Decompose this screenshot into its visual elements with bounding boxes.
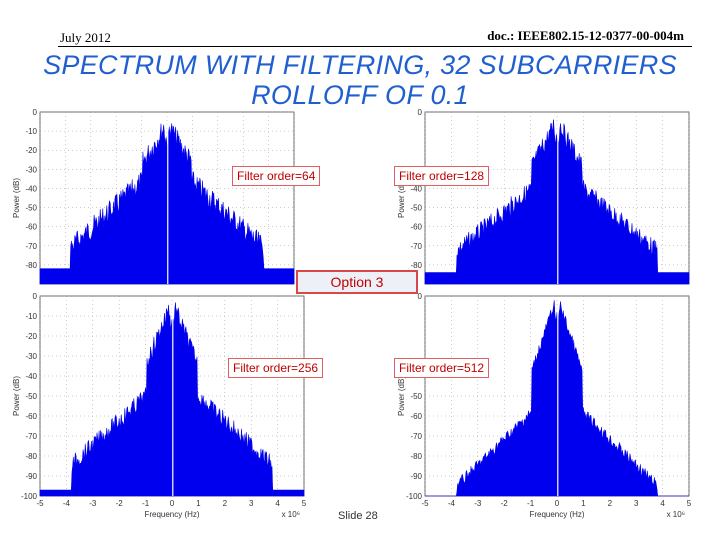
x-tick-label: 3	[634, 499, 639, 508]
slide-title: SPECTRUM WITH FILTERING, 32 SUBCARRIERS …	[0, 50, 720, 110]
title-line-1: SPECTRUM WITH FILTERING, 32 SUBCARRIERS	[43, 50, 677, 80]
y-tick-label: -30	[25, 165, 37, 174]
y-tick-label: -40	[25, 184, 37, 193]
y-tick-label: -100	[21, 492, 38, 501]
y-tick-label: -80	[25, 261, 37, 270]
y-tick-label: -60	[410, 412, 422, 421]
header-rule	[58, 46, 692, 47]
x-tick-label: 3	[249, 499, 254, 508]
x-tick-label: -3	[89, 499, 97, 508]
x-scale-note: x 10⁶	[282, 510, 300, 519]
x-tick-label: -2	[116, 499, 124, 508]
y-tick-label: 0	[418, 292, 423, 301]
x-tick-label: 5	[302, 499, 307, 508]
x-tick-label: 0	[555, 499, 560, 508]
filter-label-256: Filter order=256	[228, 358, 324, 378]
x-tick-label: 2	[223, 499, 228, 508]
y-tick-label: 0	[33, 292, 38, 301]
x-scale-note: x 10⁶	[667, 510, 685, 519]
option-badge: Option 3	[296, 270, 418, 294]
spectrum-plot-order-256: 0 -10 -20 -30 -40 -50 -60 -70 -80 -90 -100 -5 -4 -3 -2…	[10, 292, 310, 520]
y-tick-label: -40	[25, 372, 37, 381]
y-tick-label: -70	[25, 432, 37, 441]
spectrum-plot-order-512: 0 -50 -60 -70 -80 -90 -100 -5 -4 -3 -2 -1 0 1 2 3 4 5 Freq…	[395, 292, 695, 520]
y-tick-label: -100	[406, 492, 423, 501]
x-tick-label: 1	[581, 499, 586, 508]
x-tick-label: 4	[275, 499, 280, 508]
y-tick-label: -70	[410, 432, 422, 441]
x-tick-label: 1	[196, 499, 201, 508]
y-tick-label: -90	[410, 472, 422, 481]
y-tick-label: -50	[25, 392, 37, 401]
y-tick-label: -80	[410, 452, 422, 461]
header-date: July 2012	[60, 30, 111, 45]
y-axis-label: Power (dB)	[12, 178, 21, 218]
y-tick-label: -90	[25, 472, 37, 481]
y-axis-label: Power (dB)	[397, 376, 406, 416]
y-tick-label: -50	[410, 392, 422, 401]
y-tick-label: -80	[25, 452, 37, 461]
spectrum-plot-order-64: 0 -10 -20 -30 -40 -50 -60 -70 -80 Power (dB)	[10, 108, 300, 292]
plot-svg: 0-10-20-30-40-50-60-70-80-90-100-5 -4 -3 -2…	[12, 292, 307, 519]
y-tick-label: -70	[410, 242, 422, 251]
x-tick-label: -5	[421, 499, 429, 508]
x-axis-label: Frequency (Hz)	[529, 510, 584, 519]
y-axis-label: Power (dB)	[12, 376, 21, 416]
filter-label-512: Filter order=512	[394, 358, 490, 378]
x-tick-label: -1	[142, 499, 150, 508]
x-tick-label: 0	[170, 499, 175, 508]
x-axis-label: Frequency (Hz)	[144, 510, 199, 519]
title-line-2: ROLLOFF OF 0.1	[251, 80, 469, 110]
plot-svg: 0 -50 -60 -70 -80 -90 -100-5 -4 -3 -2 -1 0 1 2 3 4 5 Freq…	[397, 292, 692, 519]
y-tick-label: -20	[25, 146, 37, 155]
slide-number: Slide 28	[338, 510, 378, 522]
x-tick-label: -3	[474, 499, 482, 508]
y-tick-label: -20	[25, 332, 37, 341]
x-tick-label: -1	[527, 499, 535, 508]
x-tick-label: -5	[36, 499, 44, 508]
y-tick-label: -60	[25, 412, 37, 421]
y-tick-label: -50	[25, 204, 37, 213]
y-tick-label: -60	[25, 223, 37, 232]
x-tick-label: 5	[687, 499, 692, 508]
filter-label-128: Filter order=128	[394, 166, 490, 186]
plot-svg: 0 -10 -20 -30 -40 -50 -60 -70 -80 Power (dB)	[12, 108, 295, 285]
y-tick-label: 0	[418, 108, 423, 117]
y-tick-label: -10	[25, 312, 37, 321]
y-tick-label: -60	[410, 223, 422, 232]
x-tick-label: 2	[608, 499, 613, 508]
header-doc-id: doc.: IEEE802.15-12-0377-00-004m	[487, 28, 684, 43]
x-tick-label: -4	[448, 499, 456, 508]
y-tick-label: -80	[410, 261, 422, 270]
y-tick-label: -70	[25, 242, 37, 251]
y-tick-label: -50	[410, 204, 422, 213]
y-tick-label: -10	[25, 127, 37, 136]
y-tick-label: -40	[410, 184, 422, 193]
y-axis-label: Power (dB)	[397, 178, 406, 218]
y-tick-label: -30	[25, 352, 37, 361]
x-tick-label: 4	[660, 499, 665, 508]
x-tick-label: -4	[63, 499, 71, 508]
filter-label-64: Filter order=64	[232, 166, 321, 186]
x-tick-label: -2	[501, 499, 509, 508]
y-tick-label: 0	[33, 108, 38, 117]
